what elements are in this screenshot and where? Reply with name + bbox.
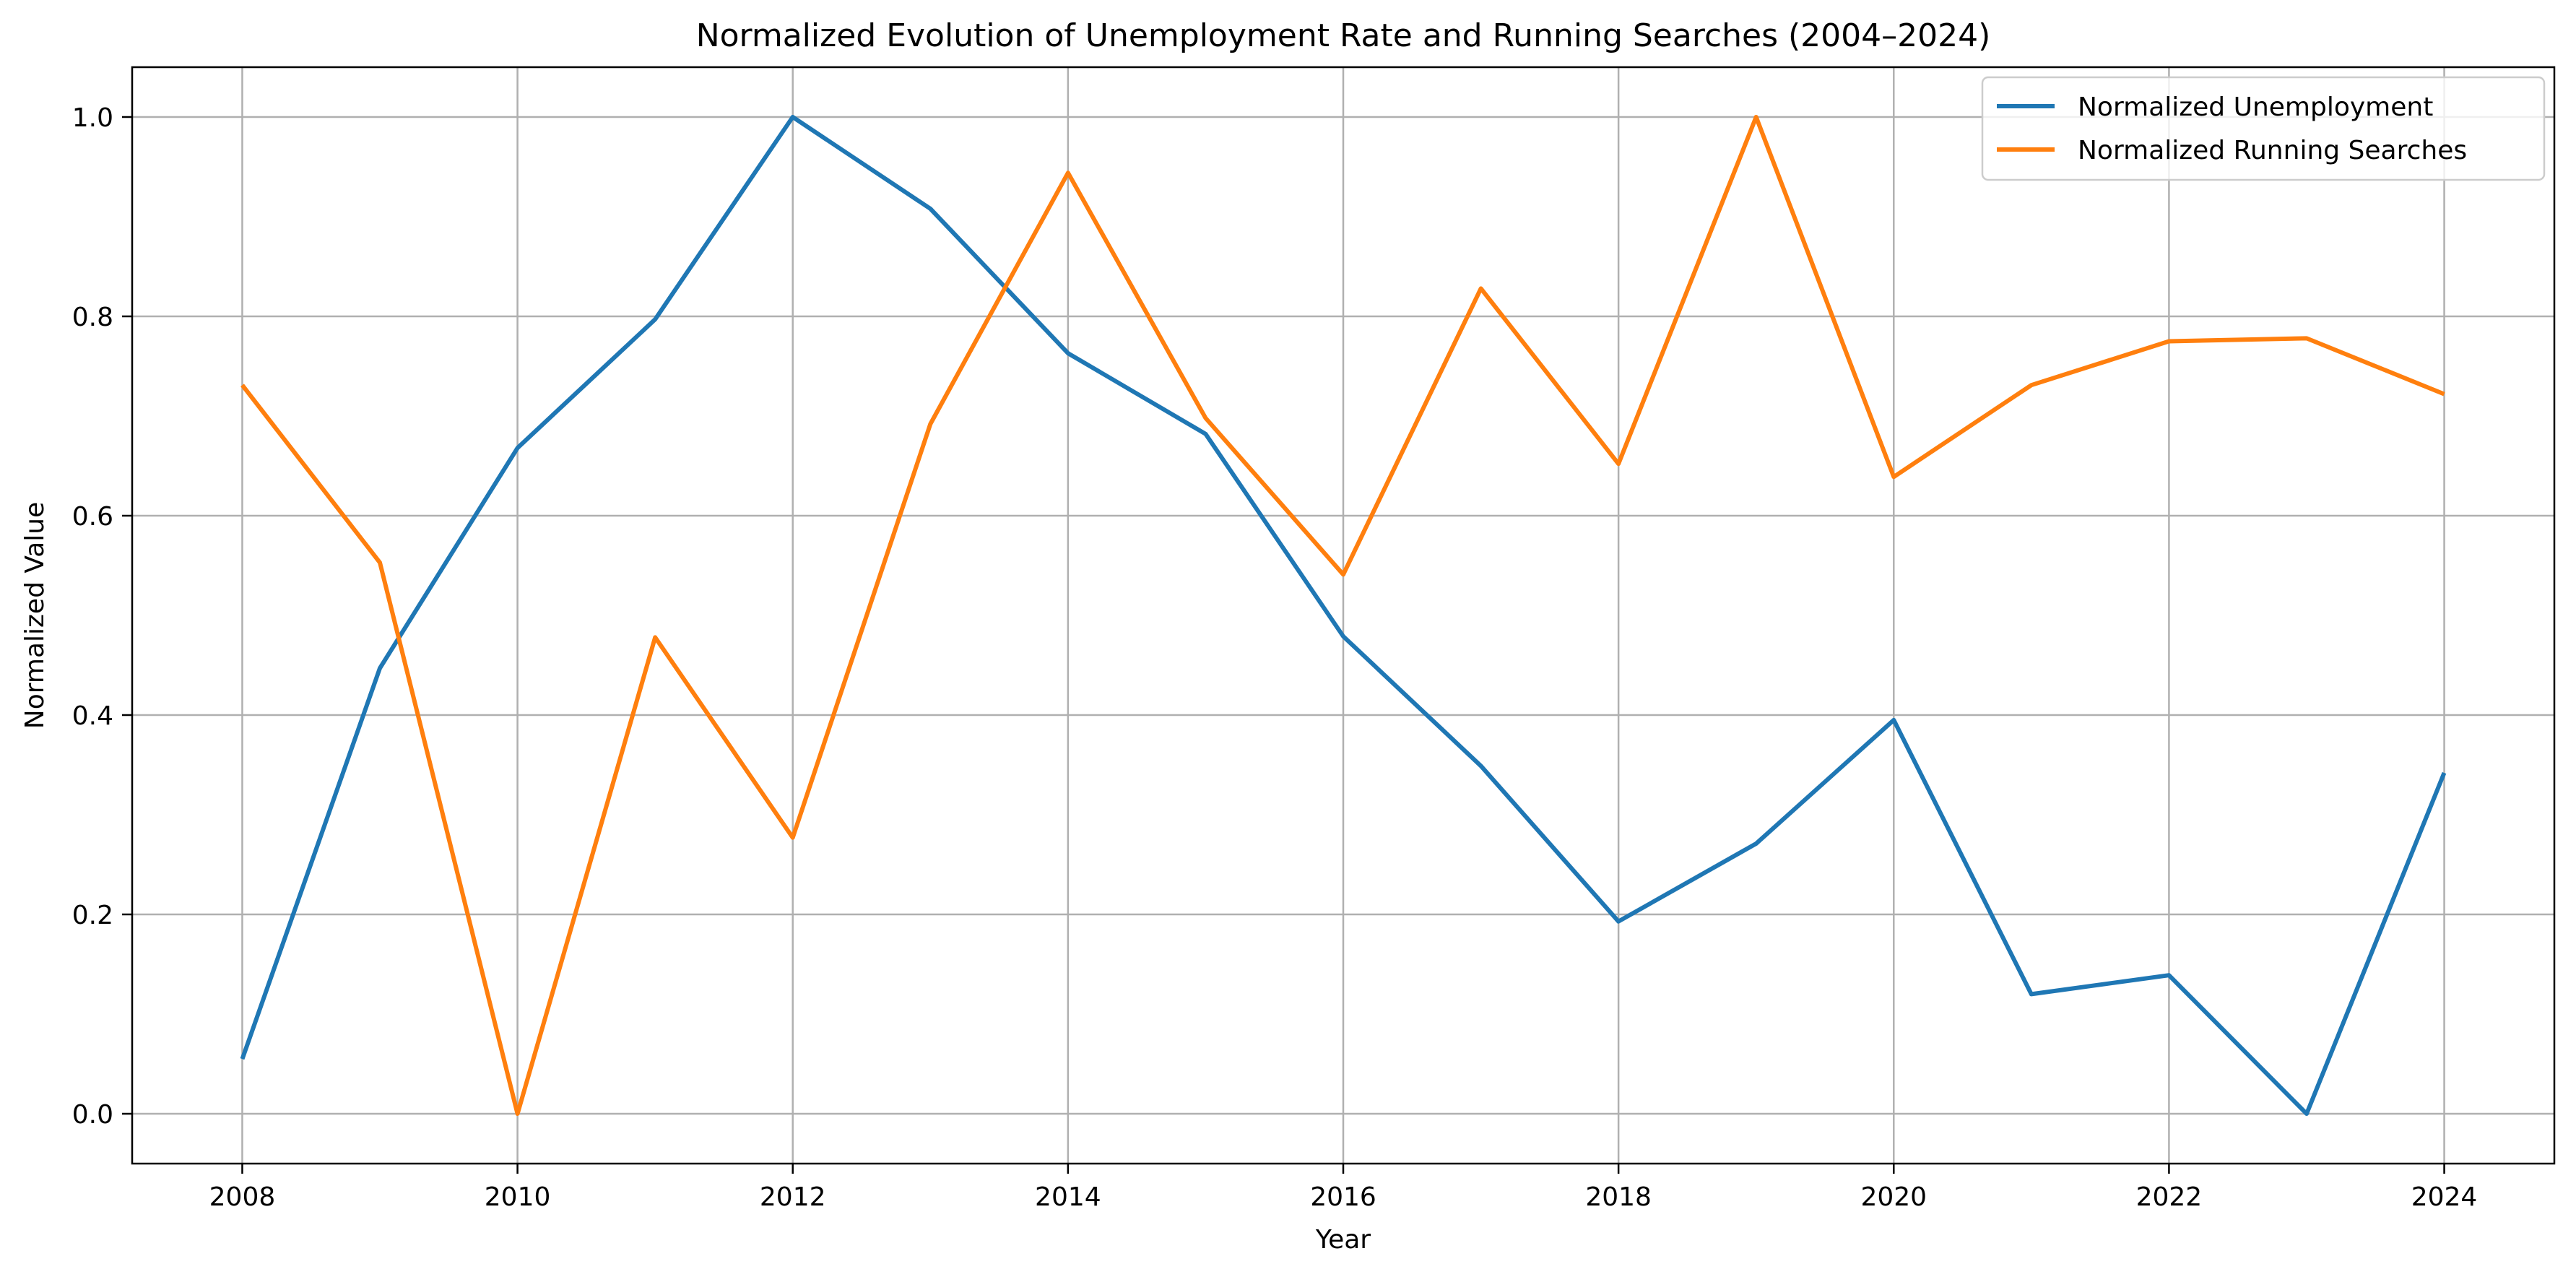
grid (132, 67, 2554, 1164)
x-tick-label: 2018 (1585, 1182, 1652, 1212)
x-tick-label: 2014 (1035, 1182, 1101, 1212)
x-tick-label: 2012 (760, 1182, 826, 1212)
x-axis-ticks: 2008 2010 2012 2014 2016 2018 2020 2022 2024 (209, 1164, 2478, 1212)
y-tick-label: 0.2 (72, 901, 113, 930)
y-tick-label: 0.8 (72, 303, 113, 332)
chart-title: Normalized Evolution of Unemployment Rat… (696, 17, 1991, 54)
y-tick-label: 0.0 (72, 1100, 113, 1130)
y-tick-label: 0.4 (72, 701, 113, 731)
series-lines (240, 115, 2447, 1116)
legend: Normalized Unemployment Normalized Runnin… (1981, 76, 2546, 181)
x-tick-label: 2010 (485, 1182, 551, 1212)
x-tick-label: 2020 (1860, 1182, 1927, 1212)
x-tick-label: 2008 (209, 1182, 276, 1212)
x-tick-label: 2016 (1310, 1182, 1376, 1212)
series-line-running-searches (240, 115, 2445, 1116)
legend-label: Normalized Unemployment (2078, 92, 2433, 122)
y-axis-label: Normalized Value (20, 502, 50, 729)
y-tick-label: 0.6 (72, 502, 113, 532)
series-line-unemployment (240, 115, 2447, 1116)
x-tick-label: 2024 (2411, 1182, 2478, 1212)
x-axis-label: Year (1315, 1225, 1371, 1255)
legend-box (1981, 76, 2546, 181)
y-tick-label: 1.0 (72, 103, 113, 133)
y-axis-ticks: 0.0 0.2 0.4 0.6 0.8 1.0 (72, 103, 132, 1130)
x-tick-label: 2022 (2136, 1182, 2203, 1212)
legend-label: Normalized Running Searches (2078, 136, 2467, 165)
